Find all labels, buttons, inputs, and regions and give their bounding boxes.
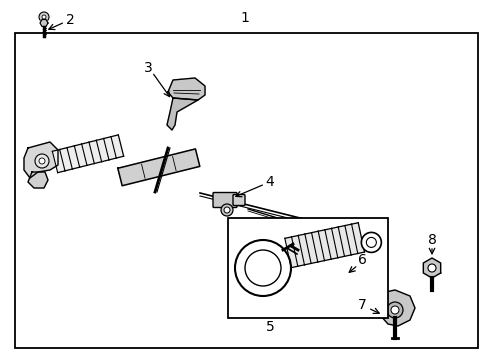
Text: 2: 2: [65, 13, 74, 27]
FancyBboxPatch shape: [232, 194, 244, 206]
Circle shape: [39, 158, 45, 164]
Polygon shape: [167, 98, 198, 130]
Circle shape: [390, 306, 398, 314]
Polygon shape: [52, 135, 123, 173]
Circle shape: [342, 280, 352, 290]
Circle shape: [366, 237, 376, 247]
Circle shape: [35, 154, 49, 168]
Text: 1: 1: [240, 11, 249, 25]
Polygon shape: [118, 149, 200, 186]
Circle shape: [224, 207, 229, 213]
Circle shape: [42, 15, 46, 19]
Circle shape: [386, 302, 402, 318]
Circle shape: [361, 233, 381, 252]
Polygon shape: [423, 258, 440, 278]
Text: 8: 8: [427, 233, 436, 247]
Bar: [227, 218, 387, 318]
Polygon shape: [285, 223, 364, 268]
Polygon shape: [40, 19, 48, 27]
Polygon shape: [371, 290, 414, 326]
Polygon shape: [24, 142, 58, 178]
Bar: [15, 33, 477, 348]
Polygon shape: [168, 78, 204, 100]
Circle shape: [39, 12, 49, 22]
Text: 3: 3: [143, 61, 152, 75]
Circle shape: [244, 250, 281, 286]
Circle shape: [336, 274, 358, 296]
Circle shape: [235, 240, 290, 296]
Circle shape: [221, 204, 232, 216]
Text: 7: 7: [357, 298, 366, 312]
Text: 5: 5: [265, 320, 274, 334]
FancyBboxPatch shape: [213, 193, 237, 207]
Polygon shape: [28, 172, 48, 188]
Text: 6: 6: [357, 253, 366, 267]
Circle shape: [427, 264, 435, 272]
Text: 4: 4: [265, 175, 274, 189]
